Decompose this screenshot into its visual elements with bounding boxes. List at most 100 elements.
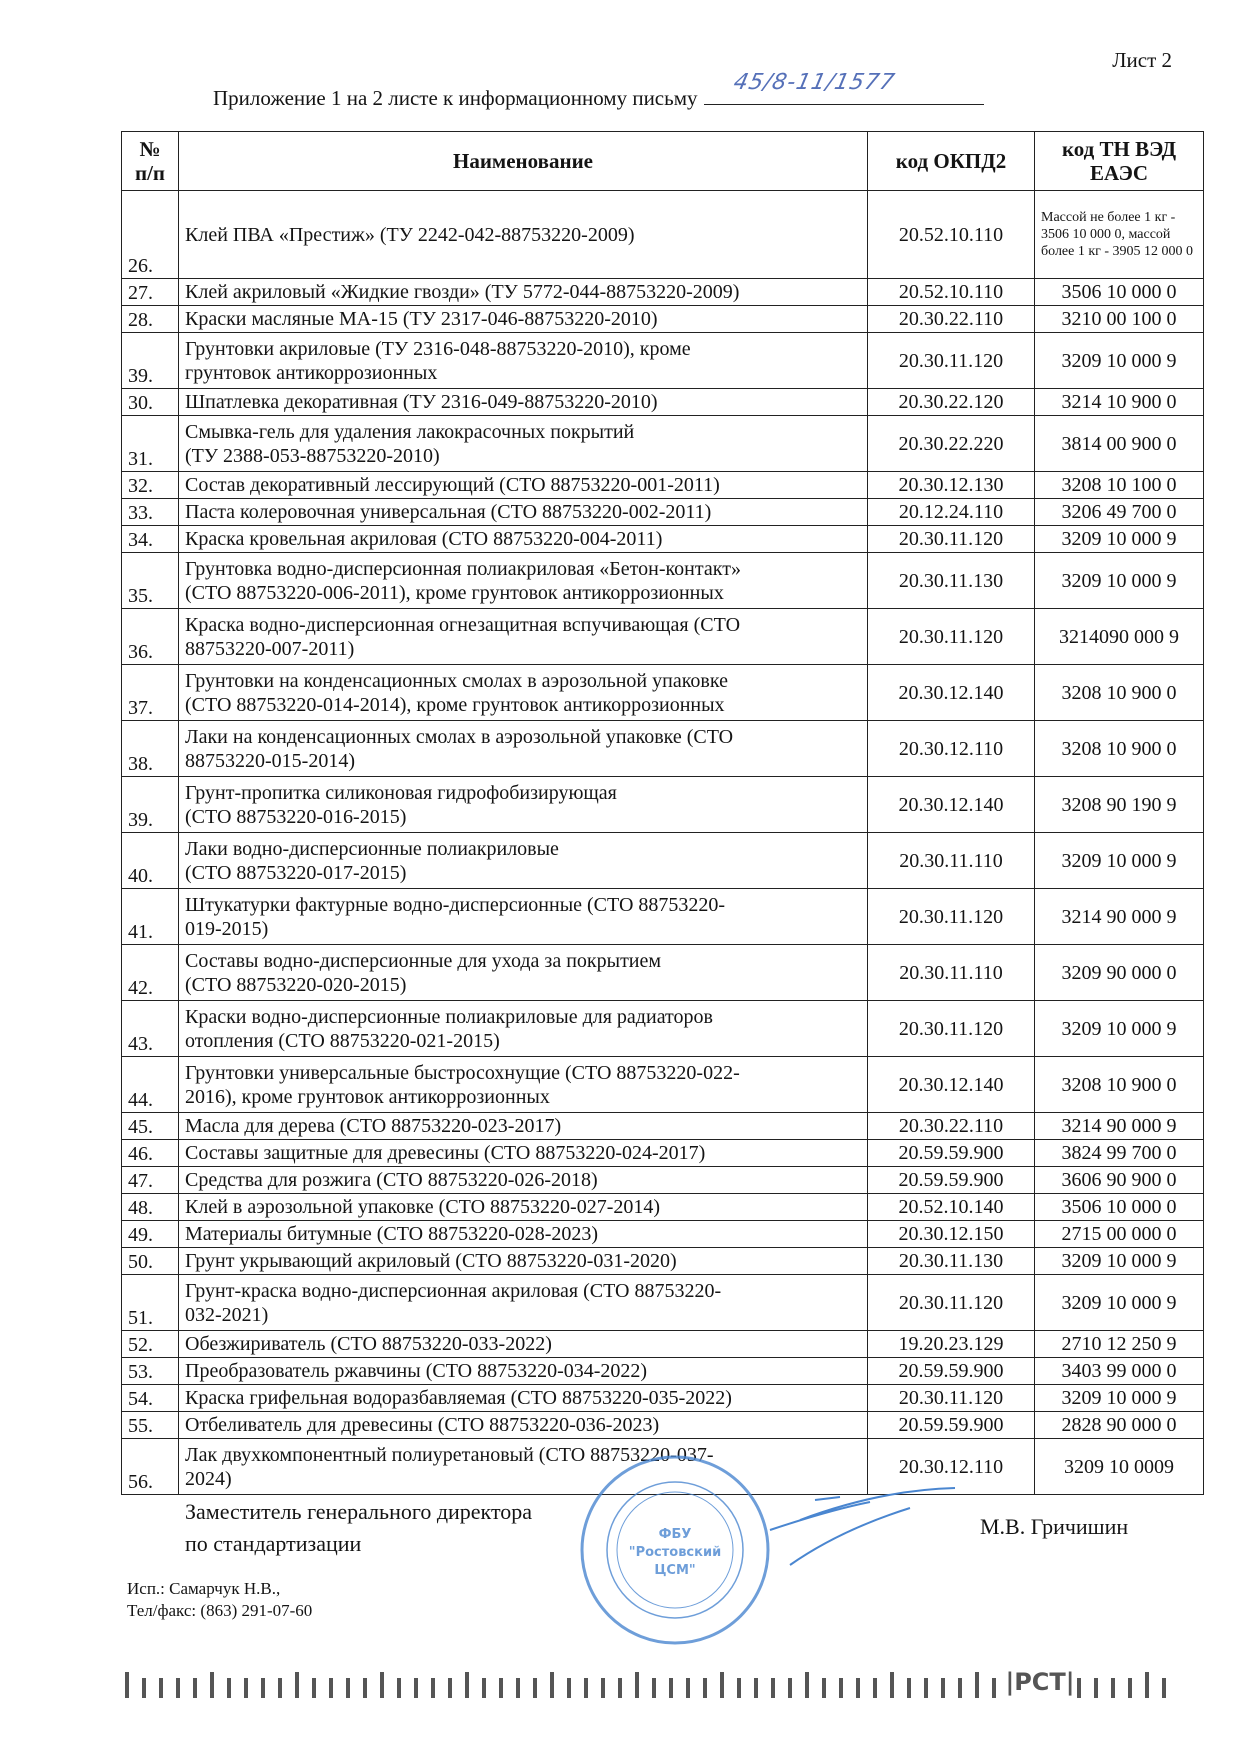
product-name: Составы защитные для древесины (СТО 8875…	[178, 1139, 868, 1167]
svg-text:ФБУ: ФБУ	[659, 1527, 692, 1542]
tnved-code: 2715 00 000 0	[1034, 1220, 1204, 1248]
barcode-bar	[873, 1678, 877, 1698]
barcode-bar	[1128, 1678, 1132, 1698]
okpd2-code: 20.30.11.120	[867, 1384, 1035, 1412]
okpd2-code: 20.30.11.120	[867, 608, 1035, 665]
barcode-bar	[567, 1678, 571, 1698]
okpd2-code: 20.30.11.120	[867, 525, 1035, 553]
product-name: Паста колеровочная универсальная (СТО 88…	[178, 498, 868, 526]
rst-logo: |РСТ|	[1005, 1668, 1074, 1696]
barcode-bar	[907, 1678, 911, 1698]
barcode-bar	[924, 1678, 928, 1698]
table-row: 55. Отбеливатель для древесины (СТО 88753…	[121, 1411, 1204, 1439]
appendix-title: Приложение 1 на 2 листе к информационном…	[213, 70, 984, 111]
okpd2-code: 20.30.11.120	[867, 888, 1035, 945]
row-number: 38.	[121, 720, 179, 777]
tnved-code: 3209 10 000 9	[1034, 832, 1204, 889]
tnved-code: 3209 10 000 9	[1034, 525, 1204, 553]
table-row: 48. Клей в аэрозольной упаковке (СТО 8875…	[121, 1193, 1204, 1221]
row-number: 35.	[121, 552, 179, 609]
barcode-bar	[414, 1678, 418, 1698]
okpd2-code: 20.30.12.150	[867, 1220, 1035, 1248]
table-header-row: № п/п Наименование код ОКПД2 код ТН ВЭД …	[121, 131, 1204, 191]
table-row: 49. Материалы битумные (СТО 88753220-028-…	[121, 1220, 1204, 1248]
table-row: 53. Преобразователь ржавчины (СТО 8875322…	[121, 1357, 1204, 1385]
okpd2-code: 20.30.22.110	[867, 1112, 1035, 1140]
row-number: 53.	[121, 1357, 179, 1385]
table-row: 30. Шпатлевка декоративная (ТУ 2316-049-8…	[121, 388, 1204, 416]
signatory-position: Заместитель генерального директора по ст…	[185, 1499, 533, 1556]
row-number: 47.	[121, 1166, 179, 1194]
okpd2-code: 19.20.23.129	[867, 1330, 1035, 1358]
svg-text:"Ростовский: "Ростовский	[629, 1545, 721, 1560]
tnved-code: Массой не более 1 кг - 3506 10 000 0, ма…	[1034, 190, 1204, 279]
tnved-code: 2828 90 000 0	[1034, 1411, 1204, 1439]
barcode-bar	[465, 1672, 469, 1698]
row-number: 39.	[121, 776, 179, 833]
barcode-bar	[856, 1678, 860, 1698]
okpd2-code: 20.30.11.110	[867, 832, 1035, 889]
table-row: 51. Грунт-краска водно-дисперсионная акри…	[121, 1274, 1204, 1331]
barcode-bar	[125, 1672, 129, 1698]
barcode-bar	[788, 1678, 792, 1698]
table-row: 34. Краска кровельная акриловая (СТО 8875…	[121, 525, 1204, 553]
row-number: 52.	[121, 1330, 179, 1358]
row-number: 48.	[121, 1193, 179, 1221]
barcode-bar	[329, 1678, 333, 1698]
okpd2-code: 20.30.12.130	[867, 471, 1035, 499]
okpd2-code: 20.59.59.900	[867, 1411, 1035, 1439]
letter-number-field: 45/8-11/1577	[703, 70, 984, 105]
okpd2-code: 20.30.11.130	[867, 552, 1035, 609]
svg-text:ЦСМ": ЦСМ"	[654, 1563, 695, 1578]
executor-contact: Исп.: Самарчук Н.В., Тел/факс: (863) 291…	[127, 1579, 313, 1620]
barcode-bar	[312, 1678, 316, 1698]
barcode-bar	[346, 1678, 350, 1698]
product-name: Краска кровельная акриловая (СТО 8875322…	[178, 525, 868, 553]
column-header-okpd2: код ОКПД2	[867, 131, 1035, 191]
barcode-bar	[448, 1678, 452, 1698]
tnved-code: 3814 00 900 0	[1034, 415, 1204, 472]
product-name: Составы водно-дисперсионные для ухода за…	[178, 944, 868, 1001]
barcode-bar	[363, 1678, 367, 1698]
tnved-code: 3506 10 000 0	[1034, 278, 1204, 306]
table-row: 39. Грунт-пропитка силиконовая гидрофобиз…	[121, 776, 1204, 833]
product-name: Грунт-краска водно-дисперсионная акрилов…	[178, 1274, 868, 1331]
row-number: 41.	[121, 888, 179, 945]
table-row: 27. Клей акриловый «Жидкие гвозди» (ТУ 57…	[121, 278, 1204, 306]
barcode-bar	[431, 1678, 435, 1698]
row-number: 31.	[121, 415, 179, 472]
table-row: 46. Составы защитные для древесины (СТО 8…	[121, 1139, 1204, 1167]
row-number: 30.	[121, 388, 179, 416]
product-name: Шпатлевка декоративная (ТУ 2316-049-8875…	[178, 388, 868, 416]
tnved-code: 3214 10 900 0	[1034, 388, 1204, 416]
table-row: 45. Масла для дерева (СТО 88753220-023-20…	[121, 1112, 1204, 1140]
table-body: 26. Клей ПВА «Престиж» (ТУ 2242-042-88753…	[121, 190, 1204, 1495]
barcode-bar	[958, 1678, 962, 1698]
okpd2-code: 20.52.10.140	[867, 1193, 1035, 1221]
okpd2-code: 20.30.12.110	[867, 720, 1035, 777]
row-number: 33.	[121, 498, 179, 526]
okpd2-code: 20.30.22.110	[867, 305, 1035, 333]
product-name: Лаки на конденсационных смолах в аэрозол…	[178, 720, 868, 777]
appendix-title-text: Приложение 1 на 2 листе к информационном…	[213, 86, 698, 110]
product-name: Состав декоративный лессирующий (СТО 887…	[178, 471, 868, 499]
table-row: 28. Краски масляные МА-15 (ТУ 2317-046-88…	[121, 305, 1204, 333]
barcode-bar	[890, 1672, 894, 1698]
tnved-code: 3209 10 000 9	[1034, 1000, 1204, 1057]
tnved-code: 3209 10 000 9	[1034, 1274, 1204, 1331]
footer-rst-barcode: |РСТ|	[125, 1668, 1166, 1698]
product-name: Отбеливатель для древесины (СТО 88753220…	[178, 1411, 868, 1439]
product-name: Грунтовки на конденсационных смолах в аэ…	[178, 664, 868, 721]
barcode-bar	[244, 1678, 248, 1698]
barcode-bar	[601, 1678, 605, 1698]
tnved-code: 3208 10 100 0	[1034, 471, 1204, 499]
tnved-code: 3209 90 000 0	[1034, 944, 1204, 1001]
row-number: 28.	[121, 305, 179, 333]
row-number: 39.	[121, 332, 179, 389]
barcode-bar	[584, 1678, 588, 1698]
row-number: 54.	[121, 1384, 179, 1412]
tnved-code: 3214090 000 9	[1034, 608, 1204, 665]
row-number: 26.	[121, 190, 179, 279]
okpd2-code: 20.30.11.110	[867, 944, 1035, 1001]
product-name: Обезжириватель (СТО 88753220-033-2022)	[178, 1330, 868, 1358]
